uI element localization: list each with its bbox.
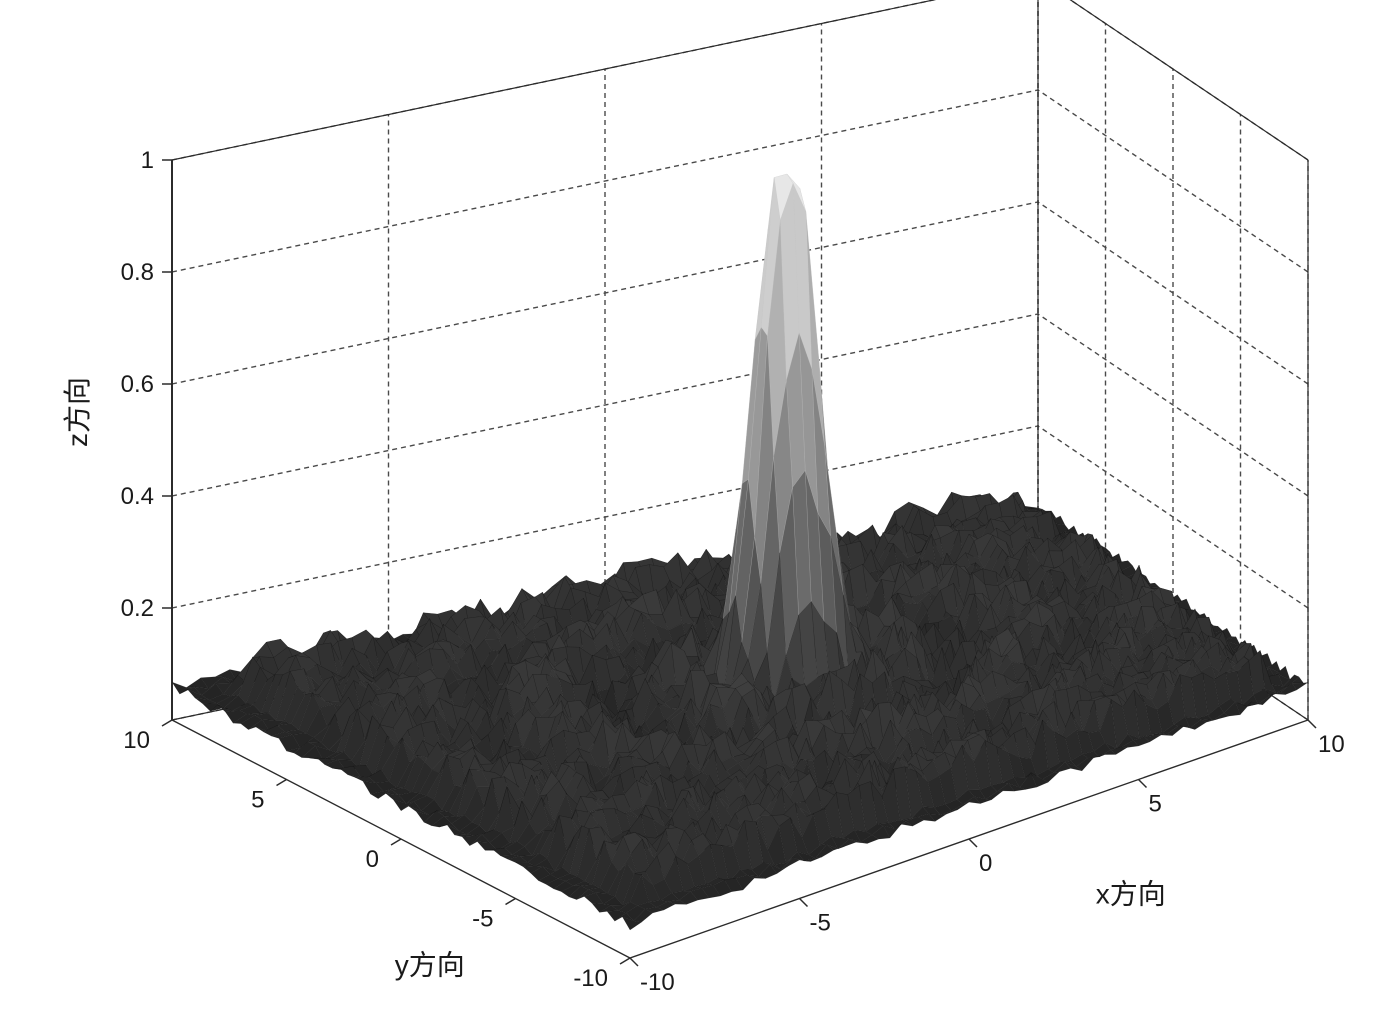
x-tick-label: -10 <box>640 969 675 996</box>
y-axis-label: y方向 <box>395 950 465 981</box>
x-tick-label: -5 <box>810 910 831 937</box>
surface <box>172 174 1308 930</box>
x-tick-label: 0 <box>979 850 992 877</box>
z-tick-label: 0.6 <box>121 371 154 398</box>
y-tick-label: 0 <box>366 846 379 873</box>
y-tick-label: 10 <box>123 727 150 754</box>
z-axis-label: z方向 <box>62 377 93 447</box>
z-tick-label: 1 <box>141 147 154 174</box>
z-tick-label: 0.8 <box>121 259 154 286</box>
y-tick-label: -10 <box>573 965 608 992</box>
x-tick-label: 10 <box>1318 731 1345 758</box>
z-tick-label: 0.4 <box>121 483 154 510</box>
plot-svg: 0.2 0.4 0.6 0.8 1 z方向 -10 -5 0 5 10 y方向 -10 -5 0 5 10 x方向 <box>0 0 1390 1013</box>
z-tick-label: 0.2 <box>121 595 154 622</box>
x-axis-label: x方向 <box>1096 878 1166 909</box>
y-tick-label: -5 <box>472 906 493 933</box>
y-tick-label: 5 <box>251 787 264 814</box>
x-tick-label: 5 <box>1149 791 1162 818</box>
surface-plot-3d: 0.2 0.4 0.6 0.8 1 z方向 -10 -5 0 5 10 y方向 -10 -5 0 5 10 x方向 <box>0 0 1390 1013</box>
